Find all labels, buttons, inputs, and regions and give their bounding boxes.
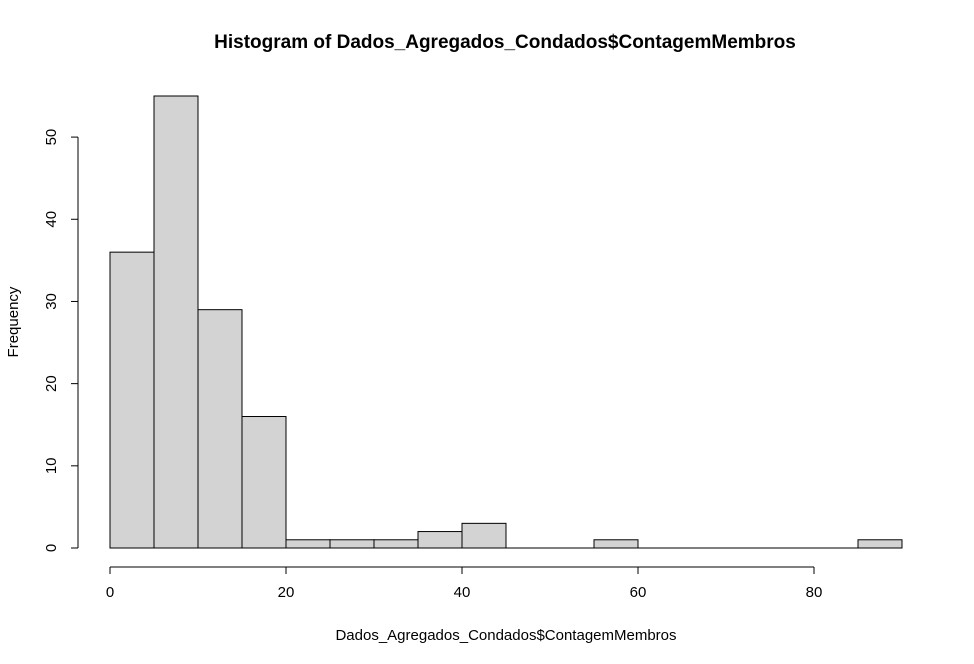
x-tick-label: 60 (630, 584, 647, 601)
chart-title: Histogram of Dados_Agregados_Condados$Co… (214, 32, 796, 53)
histogram-bar (329, 539, 375, 549)
x-tick-label: 0 (106, 584, 114, 601)
x-axis: 0 20 40 60 80 (106, 566, 823, 601)
histogram-bar (593, 539, 639, 549)
histogram-bar (285, 539, 331, 549)
y-tick-label: 10 (43, 457, 60, 474)
x-tick-label: 20 (278, 584, 295, 601)
histogram-bar (197, 309, 243, 549)
x-tick-label: 40 (454, 584, 471, 601)
histogram-bar (153, 95, 199, 549)
histogram-bar (109, 251, 155, 549)
y-tick-label: 0 (43, 544, 60, 552)
histogram-bar (857, 539, 903, 549)
y-axis: 0 10 20 30 40 50 (43, 129, 79, 552)
histogram-bar (241, 416, 287, 549)
x-axis-label: Dados_Agregados_Condados$ContagemMembros (335, 627, 676, 644)
y-axis-label: Frequency (5, 286, 22, 357)
y-tick-label: 20 (43, 375, 60, 392)
y-tick-label: 50 (43, 129, 60, 146)
histogram-bar (373, 539, 419, 549)
bars-group (109, 95, 903, 549)
y-tick-label: 30 (43, 293, 60, 310)
x-tick-label: 80 (806, 584, 823, 601)
histogram-bar (417, 531, 463, 549)
histogram-bar (461, 522, 507, 549)
y-tick-label: 40 (43, 211, 60, 228)
